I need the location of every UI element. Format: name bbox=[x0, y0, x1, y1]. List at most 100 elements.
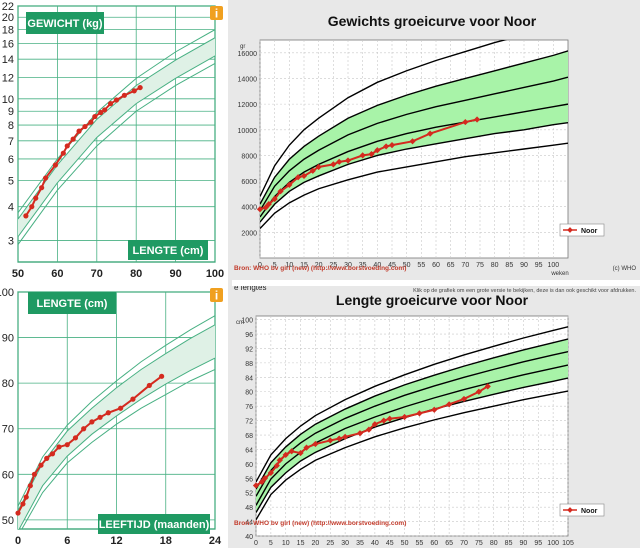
y-tick-label: 16000 bbox=[238, 51, 258, 58]
x-tick-label: 75 bbox=[475, 540, 483, 547]
data-point bbox=[29, 204, 35, 210]
reference-curve-c2 bbox=[256, 377, 568, 513]
data-point bbox=[23, 494, 29, 500]
weight-for-length-chart: 3 4 5 6 7 8 9 10 12 14 16 18 20 22 50 60 70 80 90 100 GEWICH… bbox=[0, 0, 228, 280]
data-point bbox=[88, 119, 94, 125]
vertical-divider bbox=[228, 0, 232, 548]
y-tick-label: 22 bbox=[2, 1, 14, 13]
y-tick-label: 100 bbox=[0, 287, 14, 299]
percentile-curve-p97 bbox=[18, 29, 215, 214]
reference-curve-c3 bbox=[260, 103, 568, 218]
x-axis-label: LENGTE (cm) bbox=[133, 245, 204, 257]
x-tick-label: 50 bbox=[401, 540, 409, 547]
x-tick-label: 24 bbox=[209, 535, 222, 547]
y-tick-label: 16 bbox=[2, 38, 14, 50]
x-tick-label: 100 bbox=[547, 262, 559, 269]
x-tick-label: 70 bbox=[460, 540, 468, 547]
y-tick-label: 96 bbox=[245, 332, 253, 339]
legend-label: Noor bbox=[581, 508, 598, 515]
y-tick-label: 12 bbox=[2, 72, 14, 84]
data-point bbox=[56, 444, 62, 450]
data-point bbox=[72, 435, 79, 441]
percentile-band bbox=[18, 324, 215, 529]
reference-curve-c5 bbox=[256, 338, 568, 490]
plot-frame bbox=[17, 5, 216, 263]
length-for-age-chart: 50 60 70 80 90 100 0 6 12 18 24 LENGTE (cm) LEEFTIJD… bbox=[0, 286, 228, 548]
x-tick-label: 45 bbox=[386, 540, 394, 547]
data-point bbox=[118, 405, 124, 411]
y-tick-label: 10000 bbox=[238, 128, 258, 135]
legend-box bbox=[559, 223, 605, 237]
source-note: Bron: WHO bv girl (new) (http://www.bors… bbox=[234, 265, 406, 272]
who-weight-chart[interactable]: Gewichts groeicurve voor Noor 2000 4000 600… bbox=[232, 0, 640, 280]
data-point bbox=[383, 143, 390, 150]
data-point bbox=[15, 510, 21, 516]
data-point bbox=[60, 150, 66, 156]
legend-marker bbox=[567, 227, 573, 233]
data-point bbox=[81, 426, 87, 432]
x-tick-label: 40 bbox=[373, 262, 381, 269]
x-tick-label: 25 bbox=[329, 262, 337, 269]
x-tick-label: 95 bbox=[534, 540, 542, 547]
x-tick-label: 85 bbox=[505, 262, 513, 269]
who-length-plot[interactable]: Lengte groeicurve voor Noor 40 44 48 52 56 60 6… bbox=[232, 286, 640, 548]
y-tick-label: 3 bbox=[8, 236, 14, 248]
y-tick-label: 20 bbox=[2, 12, 14, 24]
data-point bbox=[49, 451, 56, 457]
x-tick-label: 60 bbox=[430, 540, 438, 547]
y-tick-label: 92 bbox=[245, 346, 253, 353]
percentile-band bbox=[18, 37, 215, 237]
info-icon bbox=[210, 6, 223, 20]
who-weight-plot[interactable]: Gewichts groeicurve voor Noor20004000600… bbox=[232, 0, 640, 280]
reference-curve-c2 bbox=[260, 122, 568, 223]
data-point bbox=[64, 442, 70, 448]
y-tick-label: 8000 bbox=[241, 153, 257, 160]
y-tick-label: 40 bbox=[245, 534, 253, 541]
x-axis-label-box bbox=[128, 240, 208, 260]
x-tick-label: 0 bbox=[15, 535, 21, 547]
reference-curve-c6 bbox=[256, 326, 568, 483]
x-tick-label: 70 bbox=[461, 262, 469, 269]
y-tick-label: 56 bbox=[245, 476, 253, 483]
reference-curve-c5 bbox=[260, 50, 568, 205]
y-tick-label: 10 bbox=[2, 94, 14, 106]
percentile-curve-p3 bbox=[21, 369, 215, 529]
data-point bbox=[475, 388, 482, 395]
reference-curve-c1 bbox=[256, 390, 568, 521]
data-point bbox=[38, 462, 44, 468]
y-tick-label: 100 bbox=[241, 318, 253, 325]
x-axis-unit: weken bbox=[550, 271, 568, 277]
chart-title: Lengte groeicurve voor Noor bbox=[336, 292, 529, 308]
title-box bbox=[28, 292, 116, 314]
x-tick-label: 90 bbox=[169, 268, 181, 280]
data-point bbox=[295, 174, 302, 181]
y-tick-label: 80 bbox=[2, 378, 14, 390]
data-point bbox=[20, 501, 26, 507]
x-tick-label: 35 bbox=[356, 540, 364, 547]
data-point bbox=[27, 483, 33, 489]
y-tick-label: 12000 bbox=[238, 102, 258, 109]
data-point bbox=[388, 142, 396, 149]
x-tick-label: 80 bbox=[490, 540, 498, 547]
x-tick-label: 30 bbox=[344, 262, 352, 269]
x-tick-label: 15 bbox=[297, 540, 305, 547]
x-tick-label: 80 bbox=[130, 268, 142, 280]
who-length-chart[interactable]: Lengte groeicurve voor Noor 40 44 48 52 56 60 6… bbox=[232, 286, 640, 548]
x-tick-label: 105 bbox=[562, 540, 574, 547]
data-point bbox=[131, 88, 137, 94]
reference-curve-c1 bbox=[260, 142, 568, 229]
percentile-band bbox=[260, 50, 568, 223]
brand-label: (c) WHO bbox=[613, 266, 637, 272]
data-point bbox=[97, 414, 103, 420]
x-tick-label: 65 bbox=[447, 262, 455, 269]
x-tick-label: 55 bbox=[417, 262, 425, 269]
y-tick-label: 80 bbox=[245, 390, 253, 397]
y-tick-label: 14000 bbox=[238, 76, 258, 83]
x-tick-label: 55 bbox=[416, 540, 424, 547]
y-tick-label: 4 bbox=[8, 202, 14, 214]
data-point bbox=[342, 433, 349, 440]
data-point bbox=[23, 213, 29, 219]
data-point bbox=[44, 455, 50, 461]
y-tick-label: 18 bbox=[2, 25, 14, 37]
